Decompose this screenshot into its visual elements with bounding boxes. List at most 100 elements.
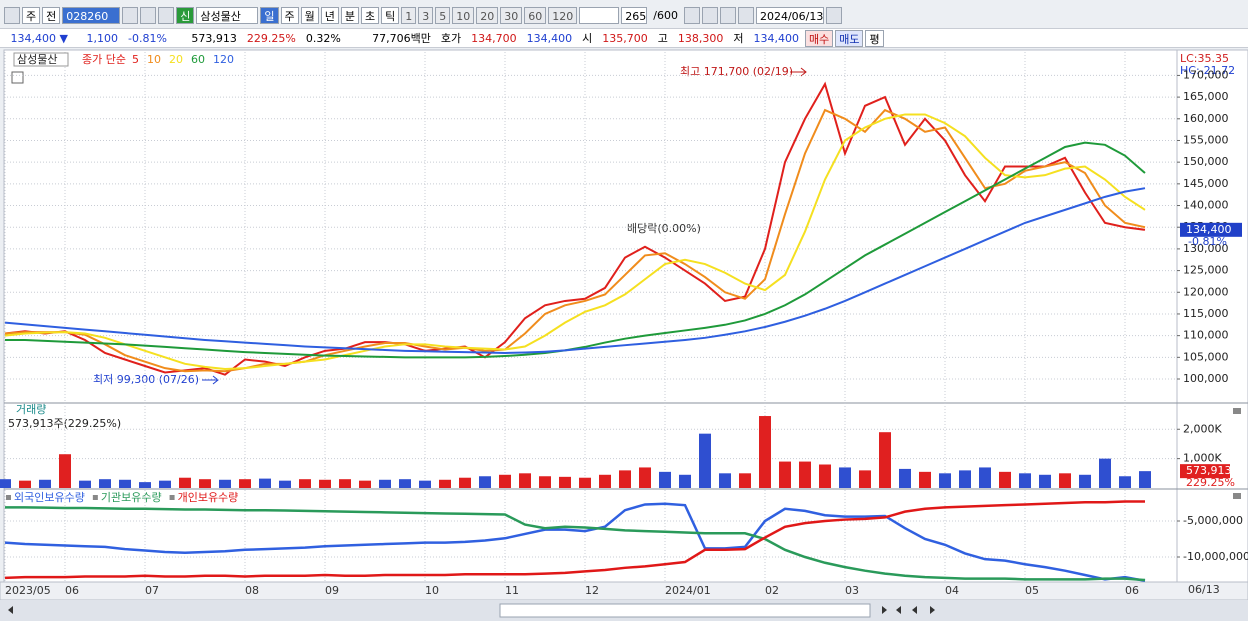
calendar-icon[interactable] xyxy=(825,6,842,24)
volume-bar xyxy=(239,479,251,488)
table-icon[interactable] xyxy=(11,71,24,84)
x-tick-label: 08 xyxy=(245,584,259,597)
number-tab[interactable]: 60 xyxy=(524,6,547,24)
y-tick-label: 100,000 xyxy=(1183,372,1229,385)
open: 135,700 xyxy=(602,31,648,45)
interval-tab[interactable]: 월 xyxy=(300,6,319,24)
volume-bar xyxy=(339,479,351,488)
x-tick-label: 07 xyxy=(145,584,159,597)
volume-bar xyxy=(319,479,331,488)
volume-bar xyxy=(839,467,851,488)
stock-name[interactable]: 삼성물산 xyxy=(196,6,259,24)
interval-tab[interactable]: 분 xyxy=(340,6,359,24)
y-tick-label: -5,000,000 xyxy=(1183,514,1243,527)
series-line xyxy=(4,113,1146,371)
volume-badge-sub-label: 229.25% xyxy=(1186,476,1235,489)
buy-button[interactable]: 매수 xyxy=(804,29,834,47)
x-tick-label: 06 xyxy=(1125,584,1139,597)
x-tick-label: 2024/01 xyxy=(665,584,711,597)
panel-close[interactable] xyxy=(1233,493,1241,499)
legend-entry: 10 xyxy=(147,53,161,66)
open-label: 시 xyxy=(582,32,593,45)
tool-icon[interactable] xyxy=(701,6,718,24)
interval-tab[interactable]: 년 xyxy=(320,6,339,24)
volume-bar xyxy=(259,478,271,488)
legend-entry: 개인보유수량 xyxy=(178,491,239,504)
high-annotation: 최고 171,700 (02/19) xyxy=(680,65,793,78)
volume-bar xyxy=(79,480,91,488)
x-tick-label: 11 xyxy=(505,584,519,597)
y-tick-label: 140,000 xyxy=(1183,199,1229,212)
legend-entry: 외국인보유수량 xyxy=(14,491,85,504)
interval-tab[interactable]: 초 xyxy=(361,6,380,24)
number-tab[interactable]: 10 xyxy=(452,6,475,24)
legend-swatch xyxy=(169,495,175,500)
x-tick-label: 02 xyxy=(765,584,779,597)
volume-bar xyxy=(139,482,151,488)
number-tab[interactable]: 20 xyxy=(476,6,499,24)
volume-bar xyxy=(179,477,191,488)
volume-bar xyxy=(1079,474,1091,488)
number-tab[interactable]: 30 xyxy=(500,6,523,24)
number-tab[interactable]: 1 xyxy=(401,6,417,24)
volume: 573,913 xyxy=(191,31,237,45)
price-change-label: -0.81% xyxy=(1188,235,1227,248)
date-input[interactable]: 2024/06/13 xyxy=(755,6,824,24)
x-axis-background xyxy=(0,581,1248,601)
y-tick-label: 1,000K xyxy=(1183,452,1222,465)
dropdown[interactable] xyxy=(122,6,139,24)
number-tab[interactable]: 5 xyxy=(435,6,451,24)
low: 134,400 xyxy=(753,31,799,45)
y-tick-label: 145,000 xyxy=(1183,177,1229,190)
volume-badge-label: 573,913 xyxy=(1186,464,1232,477)
count-input[interactable]: 265 xyxy=(621,6,648,24)
price-badge xyxy=(1180,222,1242,237)
annotation-arrow xyxy=(202,375,219,385)
x-tick-label: 05 xyxy=(1025,584,1039,597)
settings-icon[interactable] xyxy=(737,6,754,24)
search-icon[interactable] xyxy=(140,6,157,24)
x-tick-label: 12 xyxy=(585,584,599,597)
interval-tab[interactable]: 틱 xyxy=(381,6,400,24)
y-tick-label: 110,000 xyxy=(1183,329,1229,342)
scroll-thumb[interactable] xyxy=(499,603,871,618)
menu-icon[interactable] xyxy=(4,6,20,24)
code-input[interactable]: 028260 xyxy=(62,6,121,24)
y-tick-label: 150,000 xyxy=(1183,155,1229,168)
number-tab[interactable]: 120 xyxy=(548,6,578,24)
volume-bar xyxy=(439,479,451,488)
volume-bar xyxy=(559,476,571,488)
change: 1,100 xyxy=(86,31,119,45)
interval-tab[interactable]: 주 xyxy=(280,6,299,24)
interval-tab[interactable]: 일 xyxy=(260,6,279,24)
x-tick-label: 10 xyxy=(425,584,439,597)
sell-button[interactable]: 매도 xyxy=(835,29,864,47)
volume-bar xyxy=(0,479,11,488)
period-tab[interactable]: 전 xyxy=(42,6,61,24)
tool-icon[interactable] xyxy=(683,6,700,24)
volume-bar xyxy=(159,480,171,488)
ask: 134,700 xyxy=(471,31,517,45)
avg-button[interactable]: 평 xyxy=(865,29,884,47)
volume-bar xyxy=(379,479,391,488)
volume-bar xyxy=(899,468,911,488)
volume-bar xyxy=(979,467,991,488)
blank-input[interactable] xyxy=(579,6,620,24)
scroll-left[interactable] xyxy=(8,606,13,614)
sound-icon[interactable] xyxy=(158,6,175,24)
period-tab[interactable]: 주 xyxy=(22,6,41,24)
save-icon[interactable] xyxy=(719,6,736,24)
volume-bar xyxy=(199,479,211,488)
x-tick-label: 06 xyxy=(65,584,79,597)
series-line xyxy=(4,502,1146,583)
volume-bar xyxy=(419,480,431,488)
volume-bar xyxy=(1099,458,1111,488)
number-tab[interactable]: 3 xyxy=(418,6,434,24)
price: 134,400 ▼ xyxy=(10,31,68,45)
volume-bar xyxy=(1119,476,1131,488)
volume-bar xyxy=(999,471,1011,488)
volume-bar xyxy=(479,476,491,488)
panel-close[interactable] xyxy=(1233,408,1241,414)
